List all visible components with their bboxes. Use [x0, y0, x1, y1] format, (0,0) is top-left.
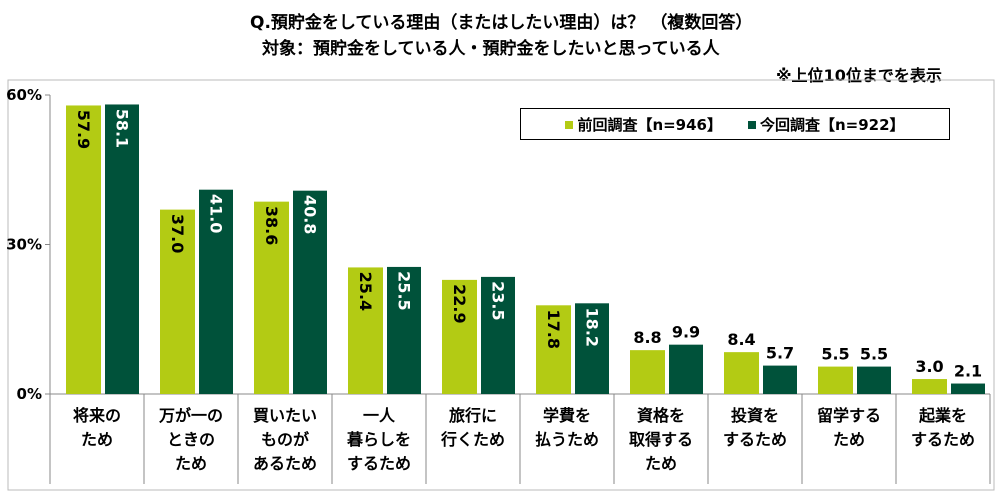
x-tick-label: 留学する ため: [816, 406, 881, 449]
data-label: 8.4: [727, 330, 755, 349]
data-label: 38.6: [262, 206, 281, 245]
bar: [199, 189, 233, 394]
data-label: 3.0: [915, 357, 943, 376]
data-label: 5.7: [766, 344, 794, 363]
legend-swatch: [748, 121, 756, 129]
bar: [66, 105, 101, 394]
bar: [857, 366, 891, 394]
y-tick-label: 0%: [17, 385, 42, 403]
bar: [912, 379, 947, 394]
x-tick-label: 学費を 払うため: [534, 406, 599, 449]
bar: [669, 344, 703, 394]
data-label: 2.1: [954, 362, 982, 381]
legend-item-previous: 前回調査【n=946】: [565, 114, 722, 135]
data-label: 40.8: [301, 195, 320, 234]
bar: [630, 350, 665, 394]
bar: [724, 352, 759, 394]
data-label: 58.1: [113, 109, 132, 148]
bar: [105, 104, 139, 395]
x-tick-label: 将来の ため: [72, 406, 121, 449]
bar: [536, 305, 571, 394]
x-tick-label: 万が一の ときの ため: [158, 406, 223, 473]
data-label: 25.4: [356, 272, 375, 311]
legend-item-current: 今回調査【n=922】: [748, 114, 905, 135]
y-tick-label: 30%: [6, 236, 42, 254]
bar: [348, 267, 383, 394]
data-label: 23.5: [489, 281, 508, 320]
data-label: 18.2: [583, 308, 602, 347]
bar: [575, 303, 609, 394]
bar: [818, 366, 853, 394]
chart-title: Q.預貯金をしている理由（またはしたい理由）は？ （複数回答）: [250, 13, 753, 33]
bar: [442, 279, 477, 394]
legend: 前回調査【n=946】 今回調査【n=922】: [520, 108, 950, 140]
data-label: 37.0: [168, 214, 187, 253]
x-tick-label: 旅行に 行くため: [440, 406, 505, 449]
x-tick-label: 買いたい ものが あるため: [252, 406, 317, 473]
x-tick-label: 一人 暮らしを するため: [346, 406, 411, 473]
x-tick-label: 投資を するため: [722, 406, 787, 449]
bar: [387, 266, 421, 394]
bar: [951, 383, 985, 394]
bar: [254, 201, 289, 394]
x-tick-label: 起業を するため: [910, 406, 975, 449]
bar: [160, 209, 195, 394]
data-label: 25.5: [395, 271, 414, 310]
y-tick-label: 60%: [6, 86, 42, 104]
data-label: 9.9: [672, 323, 700, 342]
data-label: 8.8: [633, 328, 661, 347]
bar: [293, 190, 327, 394]
chart-subtitle: 対象：預貯金をしている人・預貯金をしたいと思っている人: [262, 39, 720, 59]
data-label: 22.9: [450, 284, 469, 323]
data-label: 57.9: [74, 110, 93, 149]
bar: [481, 276, 515, 394]
data-label: 17.8: [544, 310, 563, 349]
legend-swatch: [565, 121, 574, 129]
data-label: 5.5: [860, 345, 888, 364]
data-label: 5.5: [821, 345, 849, 364]
x-tick-label: 資格を 取得する ため: [628, 406, 693, 473]
data-label: 41.0: [207, 194, 226, 233]
bar: [763, 365, 797, 394]
chart-frame: [7, 79, 995, 491]
